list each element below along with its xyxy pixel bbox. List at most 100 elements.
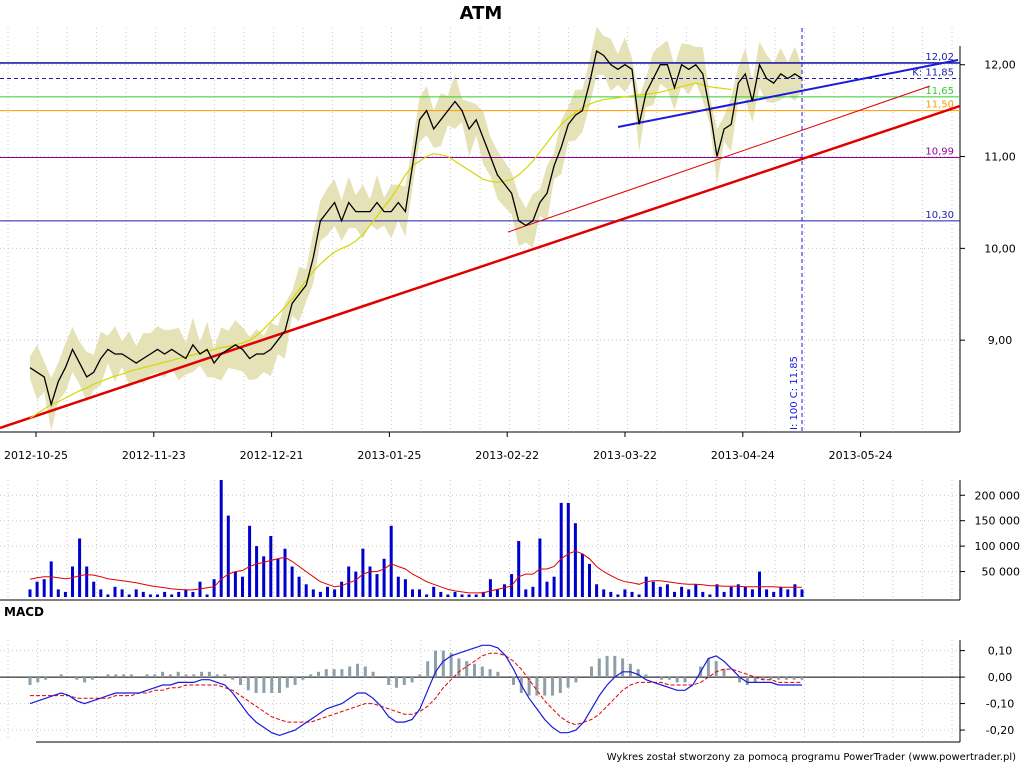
volume-bar bbox=[389, 525, 393, 597]
macd-hist-bar bbox=[792, 677, 796, 680]
macd-hist-bar bbox=[769, 677, 773, 680]
level-label: 10,99 bbox=[925, 146, 954, 157]
volume-bar bbox=[148, 594, 152, 597]
volume-bar bbox=[538, 538, 542, 597]
macd-hist-bar bbox=[129, 674, 133, 677]
macd-hist-bar bbox=[667, 677, 671, 680]
volume-bar bbox=[318, 591, 322, 597]
macd-hist-bar bbox=[122, 674, 126, 677]
volume-bar bbox=[170, 594, 174, 597]
macd-hist-bar bbox=[527, 677, 531, 696]
macd-hist-bar bbox=[418, 674, 422, 677]
volume-bar bbox=[396, 576, 400, 597]
macd-hist-bar bbox=[660, 677, 664, 680]
volume-bar bbox=[113, 586, 117, 597]
x-tick-label: 2013-01-25 bbox=[357, 449, 421, 462]
volume-bar bbox=[467, 594, 471, 597]
volume-bar bbox=[715, 584, 719, 597]
volume-bar bbox=[106, 594, 110, 597]
y-tick-label: 10,00 bbox=[984, 242, 1016, 255]
volume-panel: 50 000 100 000 150 000 200 000 bbox=[0, 480, 1020, 601]
macd-panel: -0,20 -0,10 0,00 0,10 bbox=[0, 640, 1014, 743]
macd-hist-bar bbox=[270, 677, 274, 693]
volume-bar bbox=[786, 589, 790, 597]
volume-bar bbox=[49, 561, 53, 597]
volume-bar bbox=[63, 591, 67, 597]
volume-bar bbox=[269, 536, 273, 597]
volume-bar bbox=[609, 591, 613, 597]
volume-bar bbox=[701, 591, 705, 597]
volume-bar bbox=[772, 591, 776, 597]
volume-bar bbox=[85, 566, 89, 597]
volume-bar bbox=[595, 584, 599, 597]
macd-hist-bar bbox=[254, 677, 258, 693]
x-tick-label: 2013-03-22 bbox=[593, 449, 657, 462]
volume-bar bbox=[134, 589, 138, 597]
volume-bar bbox=[637, 594, 641, 597]
macd-hist-bar bbox=[777, 677, 781, 680]
volume-bar bbox=[42, 579, 46, 597]
macd-hist-bar bbox=[395, 677, 398, 688]
volume-bar bbox=[793, 584, 797, 597]
x-tick-label: 2013-02-22 bbox=[475, 449, 539, 462]
macd-hist-bar bbox=[83, 677, 87, 683]
macd-hist-bar bbox=[207, 671, 211, 678]
volume-bar bbox=[588, 563, 591, 597]
volume-bar bbox=[297, 576, 301, 597]
volume-bar bbox=[439, 591, 443, 597]
volume-bar bbox=[630, 591, 634, 597]
macd-hist-bar bbox=[683, 677, 687, 683]
volume-bar bbox=[474, 594, 478, 597]
macd-hist-bar bbox=[426, 661, 430, 678]
macd-hist-bar bbox=[106, 674, 110, 677]
macd-hist-bar bbox=[200, 671, 204, 678]
volume-bar bbox=[28, 589, 32, 597]
macd-hist-bar bbox=[59, 674, 63, 677]
volume-bar bbox=[453, 591, 457, 597]
macd-hist-bar bbox=[714, 661, 718, 678]
volume-bar bbox=[602, 589, 606, 597]
macd-hist-bar bbox=[340, 669, 344, 677]
macd-hist-bar bbox=[449, 653, 453, 677]
macd-hist-bar bbox=[215, 674, 219, 677]
level-label: 11,50 bbox=[925, 100, 954, 111]
volume-bar bbox=[347, 566, 351, 597]
macd-hist-bar bbox=[223, 674, 227, 677]
volume-bar bbox=[177, 591, 181, 597]
volume-bar bbox=[418, 589, 421, 597]
x-tick-label: 2013-05-24 bbox=[829, 449, 893, 462]
macd-hist-bar bbox=[488, 669, 492, 677]
macd-hist-bar bbox=[441, 650, 445, 678]
macd-hist-bar bbox=[457, 658, 461, 677]
macd-hist-bar bbox=[285, 677, 289, 688]
volume-bar bbox=[226, 515, 230, 597]
volume-bar bbox=[191, 591, 195, 597]
volume-bar bbox=[205, 594, 209, 597]
volume-bar bbox=[552, 576, 556, 597]
volume-bar bbox=[304, 584, 308, 597]
macd-hist-bar bbox=[706, 658, 710, 677]
volume-bar bbox=[765, 589, 769, 597]
macd-hist-bar bbox=[90, 677, 94, 680]
macd-hist-bar bbox=[753, 677, 757, 683]
y-tick-label: 0,00 bbox=[988, 671, 1013, 684]
macd-hist-bar bbox=[114, 674, 118, 677]
volume-bar bbox=[219, 480, 223, 597]
macd-hist-bar bbox=[496, 671, 500, 678]
volume-bar bbox=[311, 589, 315, 597]
volume-bar bbox=[616, 594, 620, 597]
macd-hist-bar bbox=[246, 677, 250, 691]
chart-title: ATM bbox=[460, 3, 503, 24]
volume-bar bbox=[354, 571, 358, 597]
macd-hist-bar bbox=[239, 677, 242, 685]
volume-bar bbox=[163, 591, 167, 597]
close-line bbox=[29, 49, 803, 407]
macd-hist-bar bbox=[551, 677, 554, 696]
macd-hist-bar bbox=[613, 655, 617, 678]
level-label: K: 11,85 bbox=[912, 68, 954, 79]
macd-hist-bar bbox=[324, 669, 328, 677]
volume-bar bbox=[368, 566, 372, 597]
macd-hist-bar bbox=[784, 677, 788, 680]
macd-hist-bar bbox=[348, 666, 352, 678]
trend-line-red-thin bbox=[507, 85, 931, 233]
